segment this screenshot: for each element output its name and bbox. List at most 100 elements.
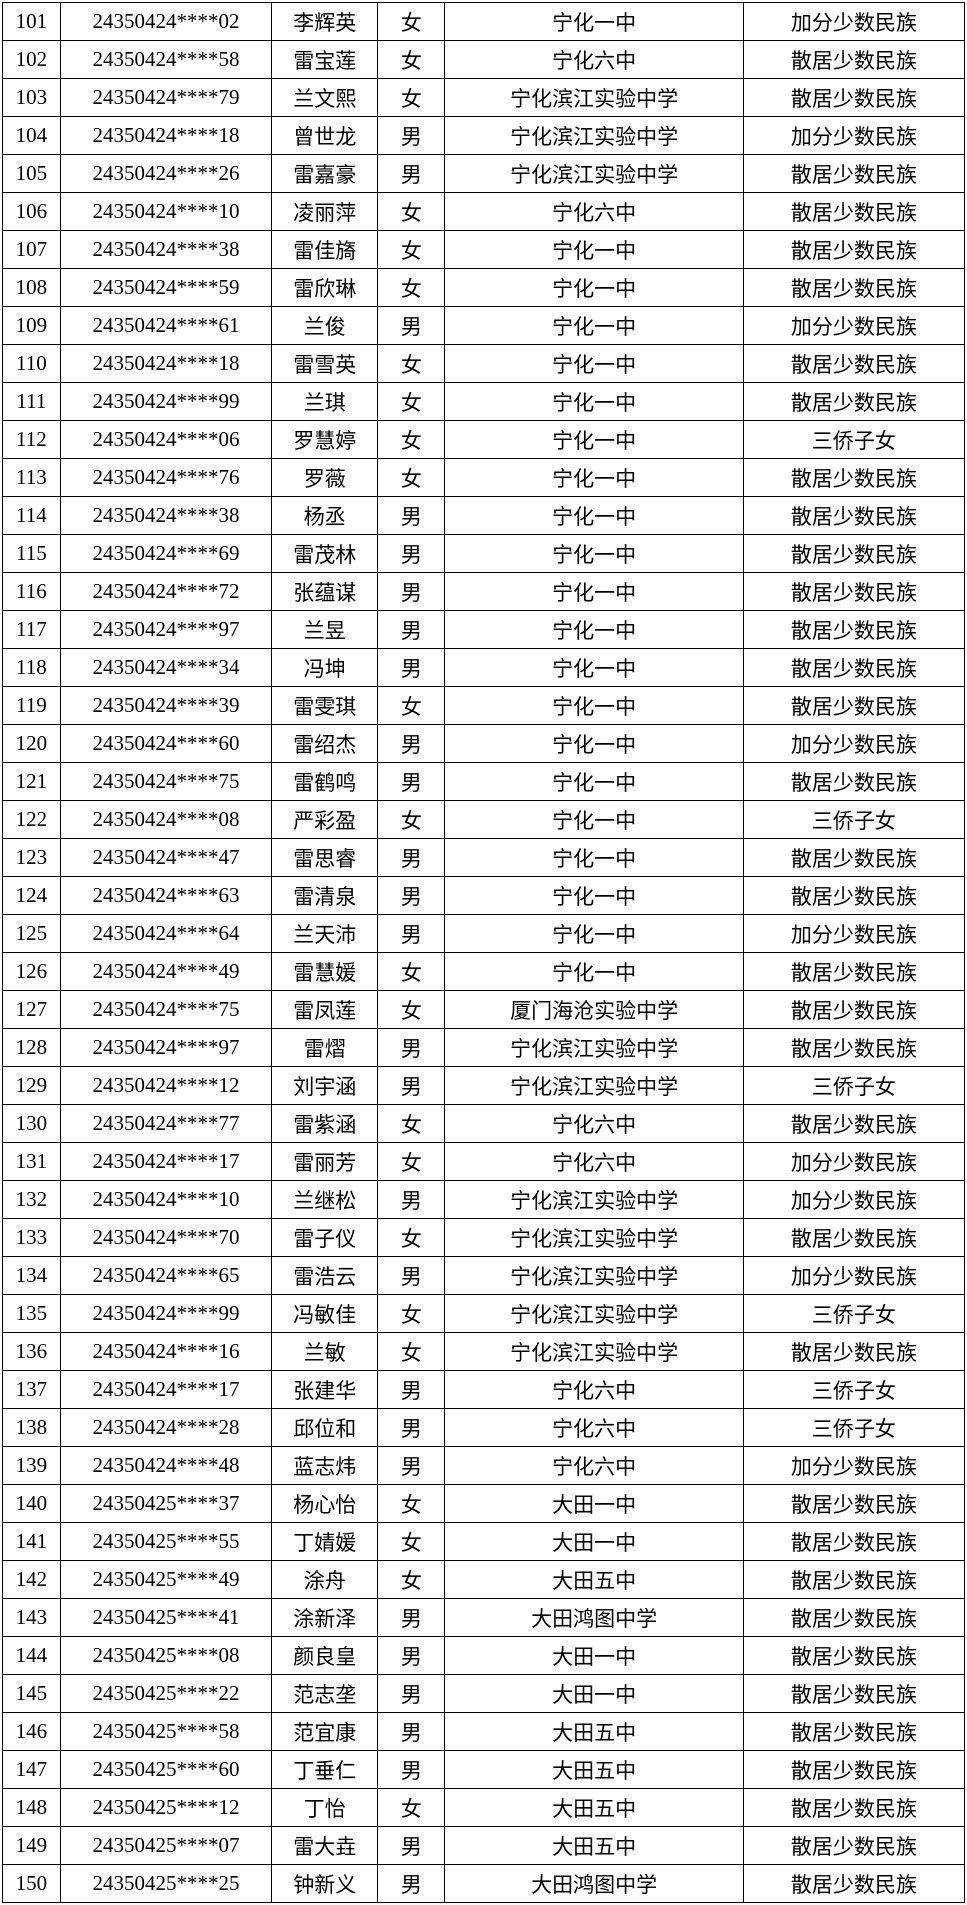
cell-index: 134 xyxy=(3,1257,61,1295)
cell-name: 雷雯琪 xyxy=(272,687,378,725)
cell-category: 加分少数民族 xyxy=(743,1257,964,1295)
cell-name: 颜良皇 xyxy=(272,1637,378,1675)
cell-name: 严彩盈 xyxy=(272,801,378,839)
cell-school: 宁化六中 xyxy=(445,41,743,79)
cell-name: 兰天沛 xyxy=(272,915,378,953)
cell-index: 135 xyxy=(3,1295,61,1333)
cell-id: 24350424****34 xyxy=(60,649,272,687)
table-row: 10424350424****18曾世龙男宁化滨江实验中学加分少数民族 xyxy=(3,117,965,155)
cell-category: 散居少数民族 xyxy=(743,611,964,649)
cell-school: 宁化滨江实验中学 xyxy=(445,79,743,117)
cell-gender: 女 xyxy=(378,1143,445,1181)
cell-index: 120 xyxy=(3,725,61,763)
cell-category: 三侨子女 xyxy=(743,1295,964,1333)
cell-school: 厦门海沧实验中学 xyxy=(445,991,743,1029)
cell-school: 大田一中 xyxy=(445,1523,743,1561)
cell-category: 三侨子女 xyxy=(743,801,964,839)
cell-name: 雷佳旖 xyxy=(272,231,378,269)
cell-name: 雷茂林 xyxy=(272,535,378,573)
cell-name: 雷浩云 xyxy=(272,1257,378,1295)
cell-school: 大田五中 xyxy=(445,1713,743,1751)
cell-index: 130 xyxy=(3,1105,61,1143)
table-row: 13624350424****16兰敏女宁化滨江实验中学散居少数民族 xyxy=(3,1333,965,1371)
cell-index: 146 xyxy=(3,1713,61,1751)
cell-gender: 男 xyxy=(378,1599,445,1637)
table-row: 15024350425****25钟新义男大田鸿图中学散居少数民族 xyxy=(3,1865,965,1903)
cell-id: 24350424****38 xyxy=(60,231,272,269)
cell-index: 132 xyxy=(3,1181,61,1219)
cell-id: 24350425****37 xyxy=(60,1485,272,1523)
cell-id: 24350424****17 xyxy=(60,1143,272,1181)
cell-gender: 女 xyxy=(378,1295,445,1333)
cell-index: 147 xyxy=(3,1751,61,1789)
table-row: 10224350424****58雷宝莲女宁化六中散居少数民族 xyxy=(3,41,965,79)
cell-gender: 女 xyxy=(378,3,445,41)
cell-name: 雷绍杰 xyxy=(272,725,378,763)
cell-index: 145 xyxy=(3,1675,61,1713)
cell-id: 24350425****22 xyxy=(60,1675,272,1713)
cell-category: 散居少数民族 xyxy=(743,345,964,383)
cell-id: 24350424****48 xyxy=(60,1447,272,1485)
cell-category: 加分少数民族 xyxy=(743,915,964,953)
table-row: 12824350424****97雷熠男宁化滨江实验中学散居少数民族 xyxy=(3,1029,965,1067)
cell-name: 凌丽萍 xyxy=(272,193,378,231)
cell-category: 散居少数民族 xyxy=(743,1789,964,1827)
cell-index: 103 xyxy=(3,79,61,117)
table-row: 14824350425****12丁怡女大田五中散居少数民族 xyxy=(3,1789,965,1827)
cell-school: 宁化一中 xyxy=(445,421,743,459)
cell-category: 加分少数民族 xyxy=(743,117,964,155)
cell-gender: 女 xyxy=(378,193,445,231)
cell-name: 雷大垚 xyxy=(272,1827,378,1865)
cell-category: 散居少数民族 xyxy=(743,155,964,193)
cell-id: 24350424****08 xyxy=(60,801,272,839)
cell-index: 144 xyxy=(3,1637,61,1675)
cell-id: 24350424****76 xyxy=(60,459,272,497)
cell-name: 兰文熙 xyxy=(272,79,378,117)
cell-name: 雷思睿 xyxy=(272,839,378,877)
cell-index: 116 xyxy=(3,573,61,611)
cell-gender: 女 xyxy=(378,991,445,1029)
cell-gender: 女 xyxy=(378,79,445,117)
cell-index: 136 xyxy=(3,1333,61,1371)
table-row: 13424350424****65雷浩云男宁化滨江实验中学加分少数民族 xyxy=(3,1257,965,1295)
cell-gender: 女 xyxy=(378,231,445,269)
cell-index: 125 xyxy=(3,915,61,953)
cell-category: 加分少数民族 xyxy=(743,1143,964,1181)
table-row: 11124350424****99兰琪女宁化一中散居少数民族 xyxy=(3,383,965,421)
cell-name: 涂新泽 xyxy=(272,1599,378,1637)
cell-id: 24350424****06 xyxy=(60,421,272,459)
table-row: 13224350424****10兰继松男宁化滨江实验中学加分少数民族 xyxy=(3,1181,965,1219)
cell-id: 24350425****60 xyxy=(60,1751,272,1789)
cell-gender: 女 xyxy=(378,1561,445,1599)
table-row: 10524350424****26雷嘉豪男宁化滨江实验中学散居少数民族 xyxy=(3,155,965,193)
cell-school: 宁化滨江实验中学 xyxy=(445,155,743,193)
cell-category: 加分少数民族 xyxy=(743,725,964,763)
cell-index: 102 xyxy=(3,41,61,79)
cell-category: 散居少数民族 xyxy=(743,79,964,117)
cell-gender: 男 xyxy=(378,117,445,155)
cell-gender: 男 xyxy=(378,611,445,649)
cell-index: 104 xyxy=(3,117,61,155)
cell-gender: 女 xyxy=(378,41,445,79)
cell-name: 雷凤莲 xyxy=(272,991,378,1029)
cell-school: 宁化一中 xyxy=(445,915,743,953)
cell-school: 大田五中 xyxy=(445,1751,743,1789)
table-row: 11924350424****39雷雯琪女宁化一中散居少数民族 xyxy=(3,687,965,725)
cell-index: 101 xyxy=(3,3,61,41)
cell-index: 122 xyxy=(3,801,61,839)
table-row: 11224350424****06罗慧婷女宁化一中三侨子女 xyxy=(3,421,965,459)
cell-school: 宁化滨江实验中学 xyxy=(445,1181,743,1219)
cell-name: 刘宇涵 xyxy=(272,1067,378,1105)
cell-gender: 男 xyxy=(378,1067,445,1105)
cell-index: 127 xyxy=(3,991,61,1029)
cell-gender: 男 xyxy=(378,763,445,801)
cell-school: 宁化滨江实验中学 xyxy=(445,1029,743,1067)
cell-id: 24350425****49 xyxy=(60,1561,272,1599)
cell-category: 三侨子女 xyxy=(743,421,964,459)
cell-category: 加分少数民族 xyxy=(743,1447,964,1485)
table-row: 13024350424****77雷紫涵女宁化六中散居少数民族 xyxy=(3,1105,965,1143)
cell-index: 106 xyxy=(3,193,61,231)
cell-index: 107 xyxy=(3,231,61,269)
cell-id: 24350424****99 xyxy=(60,383,272,421)
cell-index: 129 xyxy=(3,1067,61,1105)
